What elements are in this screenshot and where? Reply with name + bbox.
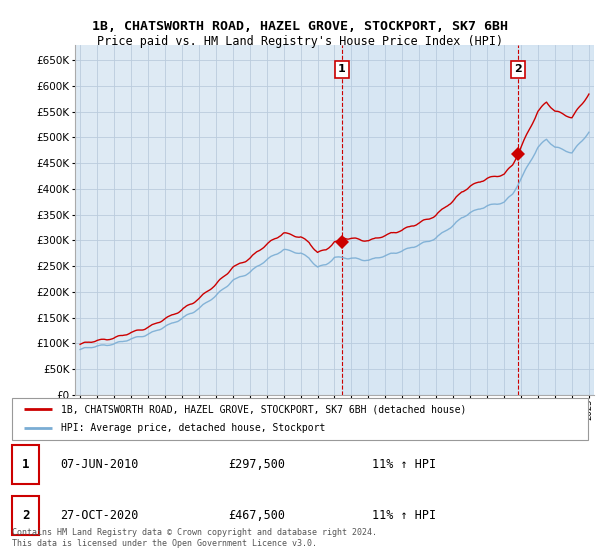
Text: 07-JUN-2010: 07-JUN-2010 bbox=[60, 458, 139, 472]
Text: 27-OCT-2020: 27-OCT-2020 bbox=[60, 508, 139, 522]
Text: HPI: Average price, detached house, Stockport: HPI: Average price, detached house, Stoc… bbox=[61, 423, 325, 433]
Text: 1B, CHATSWORTH ROAD, HAZEL GROVE, STOCKPORT, SK7 6BH: 1B, CHATSWORTH ROAD, HAZEL GROVE, STOCKP… bbox=[92, 20, 508, 32]
Text: 2: 2 bbox=[514, 64, 522, 74]
Text: 1: 1 bbox=[22, 458, 29, 472]
Text: 1: 1 bbox=[338, 64, 346, 74]
Text: £467,500: £467,500 bbox=[228, 508, 285, 522]
FancyBboxPatch shape bbox=[12, 398, 588, 440]
Text: Price paid vs. HM Land Registry's House Price Index (HPI): Price paid vs. HM Land Registry's House … bbox=[97, 35, 503, 48]
Text: 11% ↑ HPI: 11% ↑ HPI bbox=[372, 508, 436, 522]
Text: Contains HM Land Registry data © Crown copyright and database right 2024.
This d: Contains HM Land Registry data © Crown c… bbox=[12, 528, 377, 548]
Text: 2: 2 bbox=[22, 508, 29, 522]
Text: 11% ↑ HPI: 11% ↑ HPI bbox=[372, 458, 436, 472]
Text: 1B, CHATSWORTH ROAD, HAZEL GROVE, STOCKPORT, SK7 6BH (detached house): 1B, CHATSWORTH ROAD, HAZEL GROVE, STOCKP… bbox=[61, 404, 466, 414]
Text: £297,500: £297,500 bbox=[228, 458, 285, 472]
Bar bbox=[342, 45, 594, 395]
